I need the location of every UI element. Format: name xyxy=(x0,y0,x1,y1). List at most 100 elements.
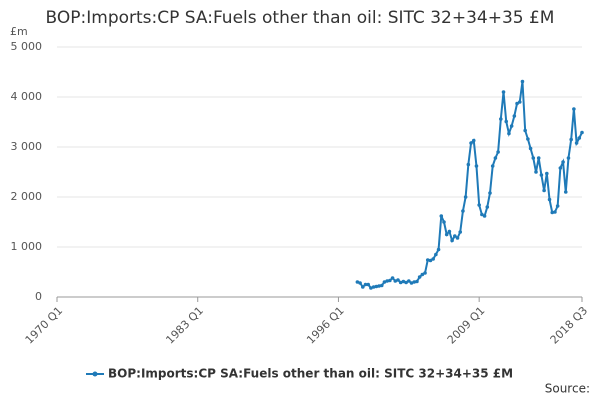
data-point xyxy=(442,220,446,224)
data-point xyxy=(482,214,487,218)
data-point xyxy=(539,173,544,177)
data-point xyxy=(496,150,500,154)
data-point xyxy=(485,205,490,209)
y-tick-label: 1 000 xyxy=(11,240,43,253)
data-point xyxy=(458,230,463,234)
data-point xyxy=(382,280,387,284)
data-point xyxy=(463,195,468,199)
data-point xyxy=(420,272,425,277)
x-tick-label: 1983 Q1 xyxy=(163,304,206,347)
data-point xyxy=(360,285,365,289)
data-point xyxy=(547,197,552,202)
series-line xyxy=(357,81,583,290)
data-point xyxy=(499,117,503,121)
data-point xyxy=(388,278,392,283)
data-point xyxy=(466,162,471,167)
data-point xyxy=(517,100,522,104)
data-point xyxy=(550,210,555,215)
data-point xyxy=(471,138,476,143)
data-point xyxy=(555,204,560,208)
data-point xyxy=(490,164,495,168)
data-point xyxy=(423,271,427,275)
data-point xyxy=(526,137,530,141)
y-tick-label: 3 000 xyxy=(11,140,43,153)
data-point xyxy=(461,209,465,213)
data-point xyxy=(415,279,419,284)
legend-marker xyxy=(92,371,98,377)
data-point xyxy=(515,101,519,106)
x-tick-label: 1970 Q1 xyxy=(23,304,66,347)
data-point xyxy=(574,141,579,145)
y-unit: £m xyxy=(10,25,28,38)
data-point xyxy=(561,160,565,164)
y-tick-label: 2 000 xyxy=(11,190,43,203)
x-tick-label: 2009 Q1 xyxy=(445,304,488,347)
data-point xyxy=(536,156,541,160)
x-tick-label: 1996 Q1 xyxy=(304,304,347,347)
data-point xyxy=(404,280,408,285)
data-point xyxy=(434,252,438,257)
data-point xyxy=(572,107,576,111)
data-point xyxy=(563,190,568,194)
data-point xyxy=(355,280,360,284)
y-tick-label: 4 000 xyxy=(11,90,43,103)
data-point xyxy=(409,281,414,285)
data-point xyxy=(390,276,395,280)
data-point xyxy=(439,214,444,218)
source: Source: xyxy=(545,382,590,396)
data-point xyxy=(436,247,441,252)
data-point xyxy=(558,166,563,170)
data-point xyxy=(469,141,473,145)
data-point xyxy=(393,279,398,283)
data-point xyxy=(358,281,362,285)
data-point xyxy=(453,234,457,238)
data-point xyxy=(528,146,533,151)
data-point xyxy=(474,164,479,168)
data-point xyxy=(385,279,389,283)
data-point xyxy=(371,285,376,289)
data-point xyxy=(379,283,384,288)
data-point xyxy=(455,236,460,240)
data-point xyxy=(431,257,435,261)
data-point xyxy=(366,282,371,287)
data-point xyxy=(477,203,481,207)
data-point xyxy=(377,284,381,288)
data-point xyxy=(396,278,400,282)
data-point xyxy=(509,124,514,128)
data-point xyxy=(553,210,557,214)
data-point xyxy=(504,119,509,124)
data-point xyxy=(520,79,525,84)
data-point xyxy=(542,188,546,193)
y-tick-label: 5 000 xyxy=(11,40,43,53)
data-point xyxy=(512,114,517,118)
data-point xyxy=(545,171,549,176)
data-point xyxy=(444,232,449,237)
data-point xyxy=(480,212,484,217)
data-point xyxy=(363,282,368,287)
data-point xyxy=(398,280,403,285)
y-tick-label: 0 xyxy=(35,290,42,303)
data-point xyxy=(531,156,536,160)
data-point xyxy=(412,280,417,284)
data-point xyxy=(425,258,430,262)
chart-title: BOP:Imports:CP SA:Fuels other than oil: … xyxy=(46,8,555,28)
data-point xyxy=(534,170,538,174)
data-point xyxy=(488,191,492,195)
x-tick-label: 2018 Q3 xyxy=(548,304,591,347)
data-point xyxy=(401,279,406,284)
data-point xyxy=(407,279,411,283)
data-point xyxy=(501,90,506,94)
data-point xyxy=(577,136,582,140)
data-point xyxy=(428,258,433,263)
data-point xyxy=(566,156,571,160)
data-point xyxy=(493,156,498,160)
data-point xyxy=(580,130,584,135)
data-point xyxy=(369,286,373,290)
legend-label: BOP:Imports:CP SA:Fuels other than oil: … xyxy=(108,367,513,381)
data-point xyxy=(523,128,527,133)
data-point xyxy=(569,137,573,142)
data-point xyxy=(417,275,422,279)
data-point xyxy=(447,229,452,234)
data-point xyxy=(507,131,511,136)
